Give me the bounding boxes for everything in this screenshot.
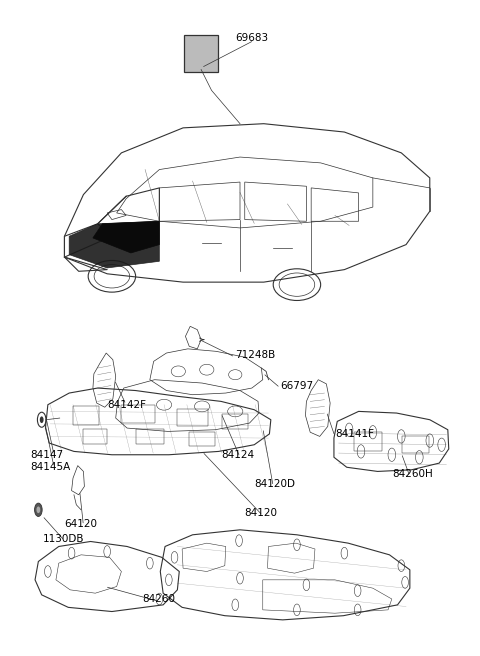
Text: 84260: 84260 (143, 594, 176, 604)
Text: 71248B: 71248B (235, 350, 276, 359)
Bar (189, 432, 215, 445)
Circle shape (40, 417, 44, 423)
Text: 69683: 69683 (235, 33, 268, 43)
Bar (136, 429, 164, 444)
Text: 84120: 84120 (245, 508, 278, 518)
Bar (403, 436, 429, 453)
Polygon shape (69, 221, 159, 268)
Circle shape (35, 503, 42, 516)
Polygon shape (93, 221, 159, 253)
Bar (222, 414, 248, 429)
Bar (84, 429, 107, 444)
Circle shape (36, 506, 40, 513)
FancyBboxPatch shape (184, 35, 218, 72)
Text: 1130DB: 1130DB (43, 534, 84, 544)
Text: 84147: 84147 (30, 450, 63, 460)
Text: 66797: 66797 (280, 381, 313, 392)
Text: 84260H: 84260H (392, 469, 432, 479)
Text: 84124: 84124 (221, 450, 254, 460)
Bar (121, 405, 155, 423)
Text: 84142F: 84142F (107, 400, 146, 410)
Text: 84145A: 84145A (30, 462, 71, 472)
Bar (73, 406, 99, 424)
Bar (354, 432, 383, 451)
Text: 84120D: 84120D (254, 479, 295, 489)
Text: 64120: 64120 (64, 519, 97, 529)
Text: 84141F: 84141F (335, 429, 374, 439)
Bar (177, 409, 208, 426)
